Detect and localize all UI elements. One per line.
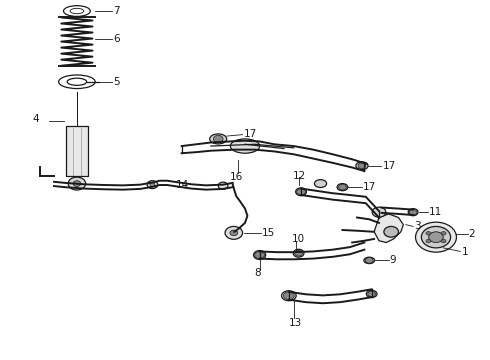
Circle shape xyxy=(213,135,223,143)
Circle shape xyxy=(368,291,375,297)
Polygon shape xyxy=(374,214,403,243)
Circle shape xyxy=(73,181,81,186)
Ellipse shape xyxy=(147,181,158,189)
Circle shape xyxy=(230,230,238,236)
Ellipse shape xyxy=(253,251,266,260)
Ellipse shape xyxy=(218,182,228,189)
Text: 10: 10 xyxy=(292,234,305,244)
Circle shape xyxy=(426,231,431,235)
Text: 9: 9 xyxy=(390,255,396,265)
Circle shape xyxy=(429,232,443,243)
Circle shape xyxy=(416,222,457,252)
Ellipse shape xyxy=(282,291,296,301)
Circle shape xyxy=(409,209,417,215)
Text: 2: 2 xyxy=(468,229,475,239)
Text: 13: 13 xyxy=(289,318,302,328)
Text: 17: 17 xyxy=(363,182,376,192)
Text: 11: 11 xyxy=(429,207,442,217)
Circle shape xyxy=(421,226,451,248)
Circle shape xyxy=(358,163,366,168)
Circle shape xyxy=(366,257,373,263)
Circle shape xyxy=(225,226,243,239)
Circle shape xyxy=(284,292,294,300)
Ellipse shape xyxy=(230,139,260,153)
Ellipse shape xyxy=(367,291,377,297)
Text: 3: 3 xyxy=(414,221,421,231)
Text: 17: 17 xyxy=(382,161,395,171)
Circle shape xyxy=(339,184,346,190)
Circle shape xyxy=(384,226,398,237)
Ellipse shape xyxy=(150,183,155,186)
Circle shape xyxy=(426,239,431,243)
Text: 12: 12 xyxy=(293,171,306,181)
Ellipse shape xyxy=(295,188,306,196)
Text: 4: 4 xyxy=(32,114,39,124)
Circle shape xyxy=(296,189,305,195)
Text: 16: 16 xyxy=(229,172,243,182)
Text: 6: 6 xyxy=(113,34,120,44)
Ellipse shape xyxy=(315,180,327,188)
Circle shape xyxy=(294,250,302,256)
Text: 7: 7 xyxy=(113,6,120,16)
Text: 5: 5 xyxy=(113,77,120,87)
Ellipse shape xyxy=(408,208,418,216)
Circle shape xyxy=(372,207,386,217)
Text: 1: 1 xyxy=(461,247,468,257)
Text: 14: 14 xyxy=(175,180,189,190)
Circle shape xyxy=(68,177,86,190)
Ellipse shape xyxy=(364,257,374,264)
Ellipse shape xyxy=(356,162,368,170)
Text: 15: 15 xyxy=(262,228,275,238)
Ellipse shape xyxy=(337,184,348,191)
Ellipse shape xyxy=(210,134,227,144)
Circle shape xyxy=(441,231,446,235)
Circle shape xyxy=(255,251,265,258)
Text: 17: 17 xyxy=(244,129,257,139)
Circle shape xyxy=(441,239,446,243)
Bar xyxy=(66,126,88,176)
Ellipse shape xyxy=(293,249,304,257)
Text: 8: 8 xyxy=(254,268,261,278)
